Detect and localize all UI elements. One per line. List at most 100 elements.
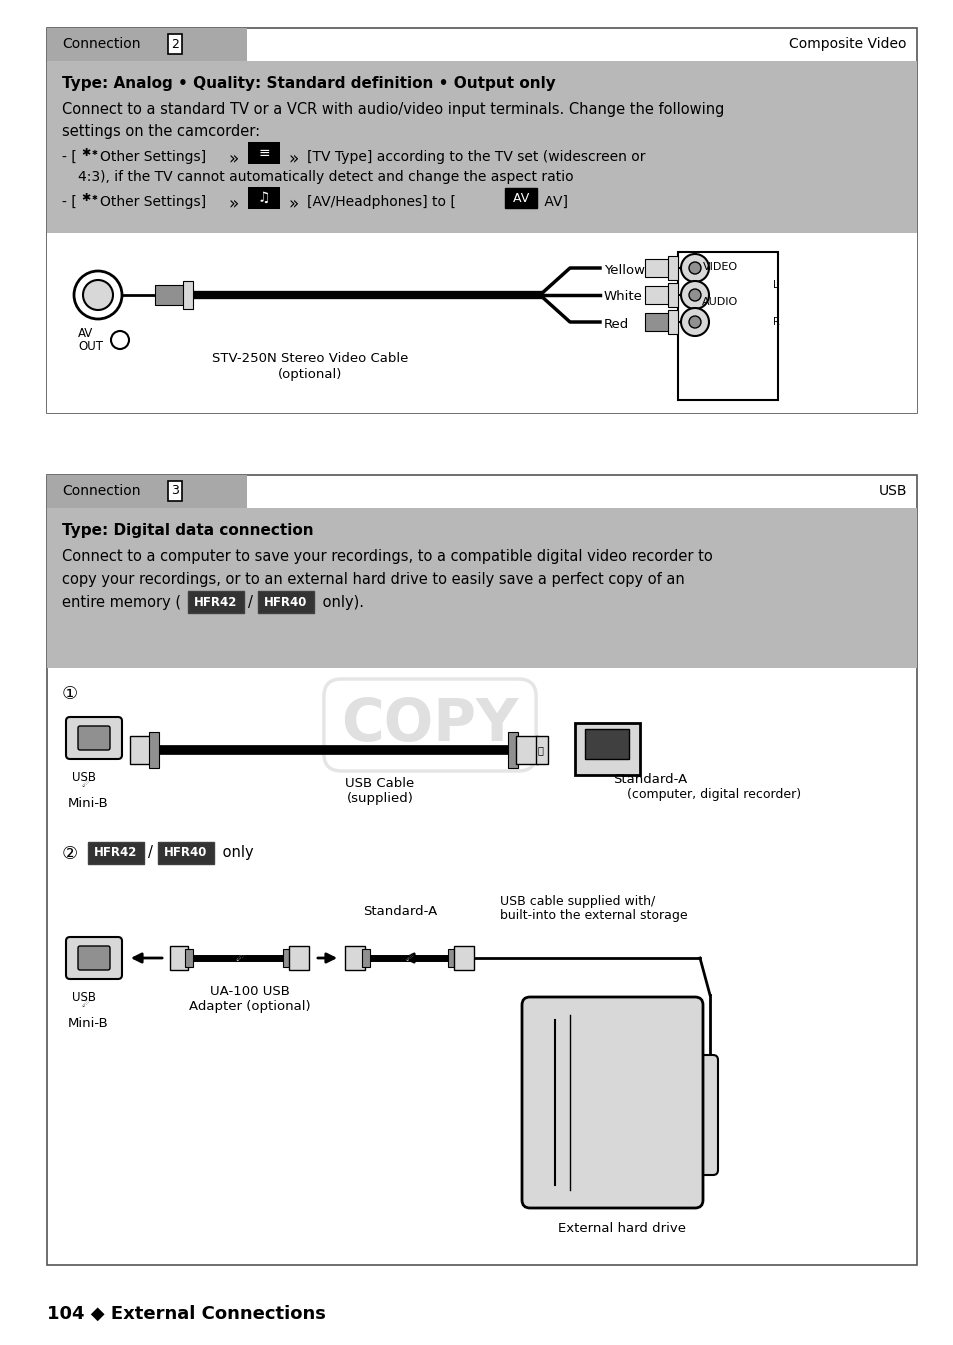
Bar: [47, 28, 247, 61]
Text: ✱: ✱: [91, 195, 98, 200]
Bar: [185, 950, 193, 967]
FancyBboxPatch shape: [687, 1054, 718, 1176]
Bar: [47, 28, 916, 413]
Circle shape: [680, 281, 708, 309]
Text: HFR40: HFR40: [164, 846, 208, 859]
Text: UA-100 USB: UA-100 USB: [210, 985, 290, 998]
Circle shape: [680, 308, 708, 336]
Text: External hard drive: External hard drive: [558, 1223, 685, 1235]
Text: White: White: [603, 291, 642, 304]
Bar: [667, 256, 678, 280]
Text: Other Settings]: Other Settings]: [100, 151, 206, 164]
Bar: [667, 309, 678, 334]
Text: ①: ①: [62, 685, 78, 703]
Circle shape: [688, 316, 700, 328]
Bar: [345, 946, 365, 970]
Text: USB: USB: [71, 991, 96, 1003]
Bar: [47, 61, 916, 233]
FancyBboxPatch shape: [521, 997, 702, 1208]
Bar: [584, 729, 628, 759]
Bar: [158, 842, 213, 863]
Bar: [130, 736, 152, 764]
Text: Standard-A: Standard-A: [362, 905, 436, 919]
Bar: [644, 313, 669, 331]
Text: /: /: [248, 594, 253, 611]
Text: ☄: ☄: [82, 779, 91, 790]
Text: USB cable supplied with/: USB cable supplied with/: [499, 894, 655, 908]
Text: HFR42: HFR42: [94, 846, 137, 859]
Text: Adapter (optional): Adapter (optional): [189, 999, 311, 1013]
Circle shape: [688, 262, 700, 274]
Bar: [536, 736, 547, 764]
Text: AV: AV: [78, 327, 93, 340]
Text: only: only: [218, 845, 253, 859]
Text: ☄: ☄: [82, 999, 91, 1009]
Text: USB Cable: USB Cable: [345, 777, 415, 790]
Text: STV-250N Stereo Video Cable: STV-250N Stereo Video Cable: [212, 352, 408, 364]
Text: AUDIO: AUDIO: [701, 297, 738, 307]
Text: ⬜: ⬜: [537, 745, 542, 755]
Circle shape: [680, 254, 708, 282]
Bar: [448, 950, 456, 967]
Text: ✱: ✱: [81, 148, 91, 157]
Text: ✱: ✱: [81, 192, 91, 203]
Text: settings on the camcorder:: settings on the camcorder:: [62, 124, 260, 139]
Text: ♫: ♫: [257, 191, 270, 204]
Text: Connect to a computer to save your recordings, to a compatible digital video rec: Connect to a computer to save your recor…: [62, 549, 712, 564]
Text: 104 ◆ External Connections: 104 ◆ External Connections: [47, 1305, 326, 1323]
Bar: [289, 946, 309, 970]
Text: only).: only).: [317, 594, 364, 611]
Text: 2: 2: [171, 38, 179, 51]
Bar: [47, 475, 247, 508]
FancyBboxPatch shape: [66, 937, 122, 979]
Text: ☄: ☄: [234, 954, 245, 963]
Bar: [283, 950, 291, 967]
FancyBboxPatch shape: [78, 946, 110, 970]
Text: Connection: Connection: [62, 38, 140, 51]
Text: »: »: [228, 151, 238, 168]
Bar: [47, 475, 916, 1266]
Bar: [248, 143, 280, 164]
Bar: [188, 590, 244, 613]
FancyBboxPatch shape: [66, 717, 122, 759]
Text: (optional): (optional): [277, 369, 342, 381]
Bar: [154, 285, 185, 305]
Text: - [: - [: [62, 195, 76, 208]
Text: built-into the external storage: built-into the external storage: [499, 909, 687, 923]
Bar: [257, 590, 314, 613]
Text: ✱: ✱: [91, 151, 98, 156]
Text: »: »: [288, 151, 298, 168]
Text: Type: Analog • Quality: Standard definition • Output only: Type: Analog • Quality: Standard definit…: [62, 77, 556, 91]
Text: Mini-B: Mini-B: [68, 1017, 109, 1030]
Text: Type: Digital data connection: Type: Digital data connection: [62, 523, 314, 538]
Text: Connect to a standard TV or a VCR with audio/video input terminals. Change the f: Connect to a standard TV or a VCR with a…: [62, 102, 723, 117]
Bar: [516, 736, 537, 764]
Bar: [47, 508, 916, 668]
Text: - [: - [: [62, 151, 76, 164]
Bar: [149, 732, 159, 768]
Text: VIDEO: VIDEO: [701, 262, 737, 272]
Bar: [183, 281, 193, 309]
FancyBboxPatch shape: [78, 726, 110, 751]
Text: (computer, digital recorder): (computer, digital recorder): [626, 788, 801, 802]
Text: Other Settings]: Other Settings]: [100, 195, 206, 208]
Text: Composite Video: Composite Video: [789, 38, 906, 51]
Text: [AV/Headphones] to [: [AV/Headphones] to [: [307, 195, 456, 208]
Bar: [507, 732, 517, 768]
Text: Red: Red: [603, 317, 629, 331]
Text: »: »: [228, 195, 238, 213]
Text: [TV Type] according to the TV set (widescreen or: [TV Type] according to the TV set (wides…: [307, 151, 645, 164]
Bar: [667, 282, 678, 307]
Bar: [644, 286, 669, 304]
Text: copy your recordings, or to an external hard drive to easily save a perfect copy: copy your recordings, or to an external …: [62, 572, 684, 586]
Bar: [248, 187, 280, 208]
Text: HFR42: HFR42: [194, 596, 237, 608]
Text: entire memory (: entire memory (: [62, 594, 181, 611]
Bar: [47, 233, 916, 413]
Text: AV]: AV]: [539, 195, 567, 208]
Text: COPY: COPY: [341, 697, 518, 753]
Bar: [575, 724, 639, 775]
Text: L: L: [772, 280, 778, 291]
Text: ②: ②: [62, 845, 78, 863]
Text: (supplied): (supplied): [346, 792, 413, 806]
